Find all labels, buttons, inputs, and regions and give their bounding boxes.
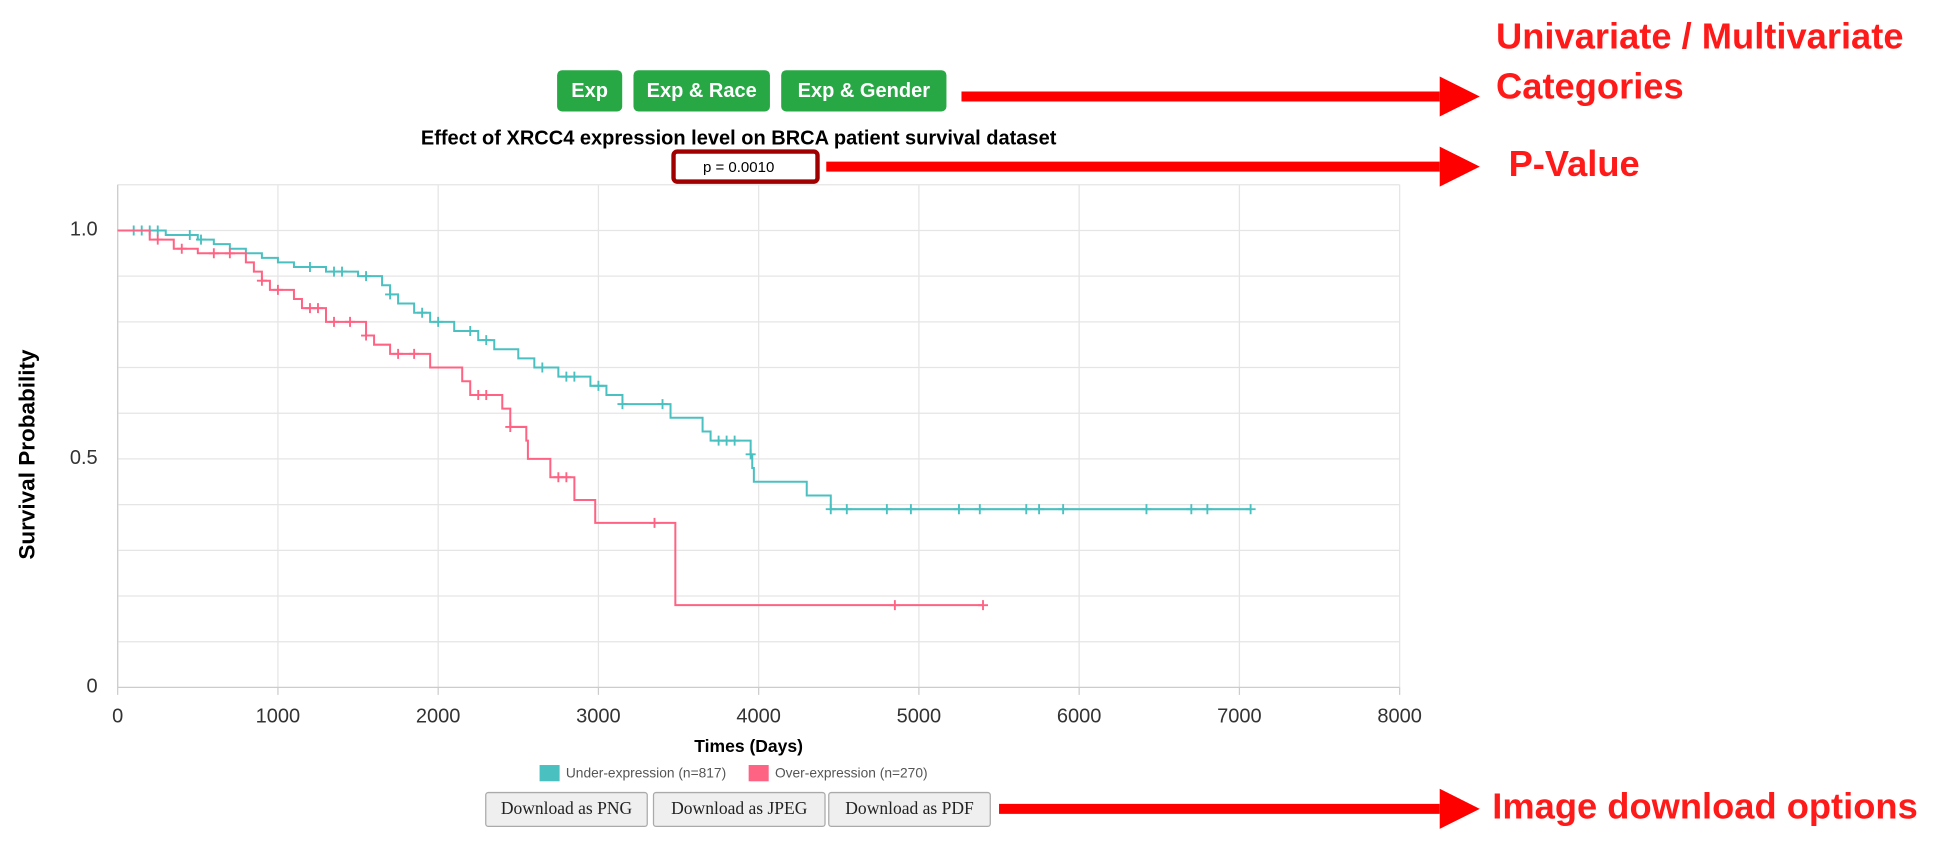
censor-mark [208, 248, 219, 259]
x-tick-label: 0 [112, 706, 123, 728]
annotation: Categories [1496, 66, 1684, 107]
tab-button[interactable] [781, 70, 947, 112]
legend-label: Under-expression (n=817) [566, 765, 726, 780]
y-axis-label: Survival Probability [15, 349, 40, 560]
censor-mark [1021, 504, 1032, 515]
censor-mark [1202, 504, 1213, 515]
censor-mark [385, 289, 396, 300]
censor-mark [1058, 504, 1069, 515]
censor-mark [256, 275, 267, 286]
download-button[interactable] [485, 791, 648, 827]
x-tick-label: 1000 [256, 706, 301, 728]
download-button-label[interactable]: Download as JPEG [671, 798, 808, 818]
download-button-label[interactable]: Download as PDF [845, 798, 974, 818]
tab-button-label[interactable]: Exp [571, 80, 608, 102]
censor-mark [953, 504, 964, 515]
survival-curve [117, 229, 1251, 511]
x-tick-label: 3000 [576, 706, 621, 728]
censor-mark [465, 325, 476, 336]
censor-mark [537, 362, 548, 373]
annotation: Image download options [1492, 785, 1917, 826]
x-axis-label: Times (Days) [694, 736, 803, 756]
censor-mark [905, 504, 916, 515]
survival-curve [117, 229, 984, 607]
annotation: P-Value [1509, 143, 1640, 184]
censor-mark [1034, 504, 1045, 515]
censor-mark [272, 284, 283, 295]
download-button[interactable] [828, 791, 991, 827]
censor-mark [152, 234, 163, 245]
censor-mark [657, 399, 668, 410]
censor-mark [649, 517, 660, 528]
tab-button[interactable] [633, 70, 770, 112]
censor-mark [345, 316, 356, 327]
censor-mark [361, 271, 372, 282]
censor-mark [481, 335, 492, 346]
p-value: p = 0.0010 [703, 159, 774, 176]
annotation: Univariate / Multivariate [1496, 15, 1903, 56]
x-tick-label: 7000 [1217, 706, 1262, 728]
x-tick-label: 6000 [1057, 706, 1102, 728]
censor-mark [617, 399, 628, 410]
x-tick-label: 2000 [416, 706, 461, 728]
censor-mark [561, 472, 572, 483]
y-tick-label: 1.0 [70, 219, 98, 241]
censor-mark [505, 421, 516, 432]
tab-button-label[interactable]: Exp & Gender [798, 80, 931, 102]
censor-mark [825, 504, 836, 515]
censor-mark [329, 316, 340, 327]
legend-swatch [748, 765, 769, 782]
y-tick-label: 0 [87, 676, 98, 698]
censor-mark [1245, 504, 1256, 515]
censor-mark [304, 261, 315, 273]
censor-mark [729, 435, 740, 446]
x-tick-label: 4000 [736, 706, 781, 728]
censor-mark [184, 230, 195, 241]
x-tick-label: 8000 [1377, 706, 1422, 728]
y-tick-label: 0.5 [70, 447, 98, 469]
censor-mark [569, 371, 580, 382]
censor-mark [1141, 504, 1152, 515]
censor-mark [433, 316, 444, 327]
censor-mark [196, 234, 207, 245]
censor-mark [745, 449, 756, 460]
censor-mark [593, 380, 604, 391]
censor-mark [1186, 504, 1197, 515]
download-button[interactable] [652, 791, 826, 827]
tab-button-label[interactable]: Exp & Race [647, 80, 757, 102]
censor-mark [409, 348, 420, 359]
chart-title: Effect of XRCC4 expression level on BRCA… [421, 127, 1057, 149]
censor-mark [337, 266, 348, 277]
p-value-box [671, 149, 820, 184]
censor-mark [312, 303, 323, 314]
x-tick-label: 5000 [897, 706, 942, 728]
censor-mark [889, 600, 900, 611]
download-button-label[interactable]: Download as PNG [501, 798, 633, 818]
censor-mark [481, 389, 492, 400]
censor-mark [841, 504, 852, 515]
censor-mark [176, 243, 187, 254]
censor-mark [224, 248, 235, 259]
legend-swatch [539, 765, 560, 782]
censor-mark [881, 504, 892, 515]
legend-label: Over-expression (n=270) [775, 765, 928, 780]
censor-mark [978, 600, 989, 611]
censor-mark [152, 225, 163, 236]
tab-button[interactable] [557, 70, 623, 112]
censor-mark [974, 504, 985, 515]
censor-mark [361, 330, 372, 341]
censor-mark [417, 307, 428, 318]
censor-mark [393, 348, 404, 359]
